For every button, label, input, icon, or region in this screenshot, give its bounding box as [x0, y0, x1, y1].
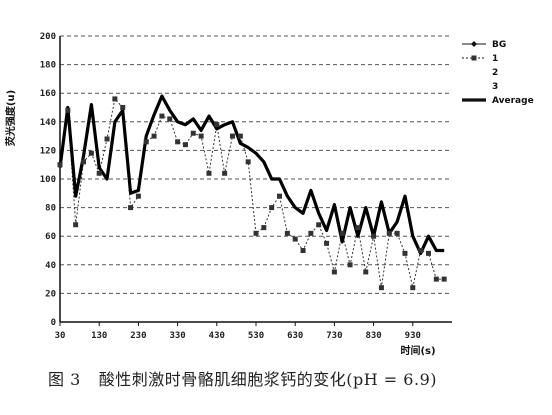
- y-tick-label: 100: [40, 175, 56, 185]
- x-tick-label: 230: [130, 331, 146, 341]
- legend: BG 1 2 3 Average: [462, 40, 534, 106]
- y-tick-label: 20: [45, 289, 56, 299]
- data-point-1: [253, 230, 259, 236]
- data-point-1: [81, 159, 87, 165]
- data-point-1: [175, 139, 181, 145]
- legend-label: 3: [492, 82, 498, 92]
- legend-label: 1: [492, 54, 498, 64]
- line-chart: 0 20 40 60 80 100 120 140 160 180 200 30 130 230 330 43…: [4, 32, 534, 357]
- data-point-1: [112, 96, 118, 102]
- data-point-1: [402, 250, 408, 256]
- series-line-1: [59, 98, 445, 289]
- x-tick-label: 630: [287, 331, 303, 341]
- data-point-1: [433, 276, 439, 282]
- data-point-1: [135, 193, 141, 199]
- series-lines: [58, 94, 445, 289]
- data-point-1: [57, 162, 63, 168]
- data-point-1: [73, 222, 79, 228]
- data-point-1: [378, 285, 384, 291]
- data-point-1: [143, 139, 149, 145]
- x-tick-label: 930: [405, 331, 421, 341]
- y-axis-title: 荧光强度(u): [4, 90, 17, 146]
- y-tick-label: 80: [45, 204, 56, 214]
- series-markers: [57, 96, 447, 291]
- data-point-1: [190, 130, 196, 136]
- data-point-1: [371, 233, 377, 239]
- data-point-1: [237, 133, 243, 139]
- data-point-1: [339, 230, 345, 236]
- y-tick-label: 180: [40, 61, 56, 71]
- y-tick-label: 140: [40, 118, 56, 128]
- x-tick-label: 430: [209, 331, 225, 341]
- legend-marker: [471, 55, 477, 61]
- data-point-1: [104, 136, 110, 142]
- data-point-1: [284, 230, 290, 236]
- data-point-1: [206, 170, 212, 176]
- x-tick-label: 730: [326, 331, 342, 341]
- data-point-1: [151, 133, 157, 139]
- data-point-1: [308, 230, 314, 236]
- data-point-1: [425, 250, 431, 256]
- data-point-1: [269, 205, 275, 211]
- data-point-1: [261, 225, 267, 231]
- y-tick-label: 0: [51, 318, 56, 328]
- data-point-1: [355, 225, 361, 231]
- data-point-1: [96, 170, 102, 176]
- x-axis-title: 时间(s): [400, 344, 435, 357]
- data-point-1: [277, 193, 283, 199]
- x-tick-label: 330: [169, 331, 185, 341]
- figure-caption: 图 3 酸性刺激时骨骼肌细胞浆钙的变化(pH = 6.9): [48, 366, 528, 390]
- tick-labels: 0 20 40 60 80 100 120 140 160 180 200 30 130 230 330 43…: [40, 32, 421, 341]
- data-point-1: [324, 240, 330, 246]
- data-point-1: [300, 248, 306, 253]
- data-point-1: [331, 269, 337, 275]
- y-tick-label: 60: [45, 232, 56, 242]
- figure-number: 图 3: [48, 370, 81, 389]
- data-point-1: [386, 230, 392, 236]
- data-point-1: [65, 107, 71, 113]
- data-point-1: [316, 222, 322, 228]
- data-point-1: [410, 285, 416, 291]
- data-point-1: [229, 133, 235, 139]
- y-tick-label: 120: [40, 146, 56, 156]
- data-point-1: [198, 133, 204, 139]
- legend-label: BG: [492, 40, 506, 50]
- x-tick-label: 30: [55, 331, 66, 341]
- data-point-1: [120, 105, 126, 110]
- data-point-1: [214, 122, 220, 128]
- series-line-average: [58, 94, 445, 255]
- x-tick-label: 530: [248, 331, 264, 341]
- data-point-1: [418, 248, 424, 253]
- data-point-1: [245, 159, 251, 165]
- y-tick-label: 40: [45, 261, 56, 271]
- data-point-1: [347, 262, 353, 268]
- data-point-1: [363, 269, 369, 275]
- data-point-1: [292, 236, 298, 242]
- y-tick-label: 160: [40, 89, 56, 99]
- grid-lines: [60, 35, 452, 294]
- figure-title: 酸性刺激时骨骼肌细胞浆钙的变化(pH = 6.9): [98, 370, 437, 389]
- y-tick-label: 200: [40, 32, 56, 42]
- data-point-1: [394, 230, 400, 236]
- data-point-1: [128, 205, 134, 211]
- legend-marker: [471, 41, 477, 47]
- data-point-1: [441, 276, 447, 282]
- x-tick-label: 130: [91, 331, 107, 341]
- legend-label: Average: [492, 96, 534, 106]
- data-point-1: [222, 170, 228, 176]
- data-point-1: [159, 113, 165, 119]
- data-point-1: [182, 142, 188, 148]
- axes: [59, 36, 452, 326]
- legend-label: 2: [492, 68, 498, 78]
- data-point-1: [88, 150, 94, 156]
- data-point-1: [167, 116, 173, 122]
- x-tick-label: 830: [365, 331, 381, 341]
